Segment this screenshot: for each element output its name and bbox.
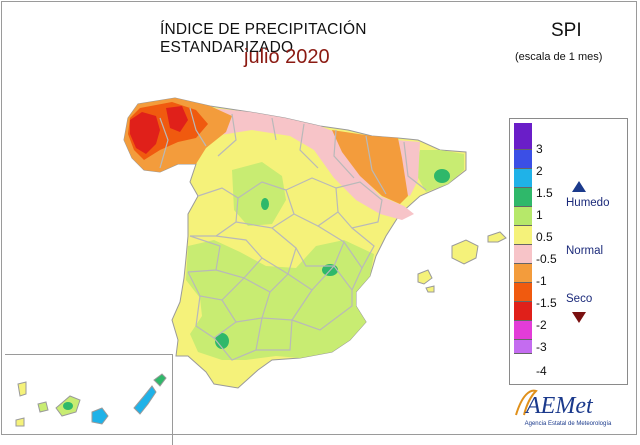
- legend-tick: -1: [536, 274, 547, 288]
- wet-spot-castilla: [261, 198, 269, 210]
- legend-swatch: [514, 150, 532, 169]
- zone-moderately-dry-band: [176, 108, 414, 220]
- canary-inset-frame: [5, 354, 173, 445]
- legend-tick: 3: [536, 142, 543, 156]
- island-formentera: [425, 285, 435, 293]
- aemet-logo-mark: AEMet: [515, 389, 594, 419]
- legend-color-bar: [514, 123, 532, 354]
- map-title: ÍNDICE DE PRECIPITACIÓN ESTANDARIZADO: [160, 21, 367, 56]
- legend-swatch: [514, 245, 532, 264]
- wet-arrow-icon: [572, 181, 586, 192]
- wet-spot-catalonia: [434, 169, 450, 183]
- zone-very-dry-galicia-west: [130, 112, 160, 154]
- island-la-palma: [17, 381, 27, 397]
- legend-tick: 0.5: [536, 230, 553, 244]
- zone-dry-ebro: [332, 130, 408, 204]
- legend-tick: 1.5: [536, 186, 553, 200]
- wet-spot-andalucia: [215, 333, 229, 349]
- legend-class-normal: Normal: [566, 245, 604, 257]
- island-mallorca: [451, 239, 479, 265]
- wet-spot-tenerife: [63, 402, 73, 410]
- legend-swatch: [514, 340, 532, 354]
- dry-arrow-icon: [572, 312, 586, 323]
- canary-islands: [15, 373, 167, 427]
- island-fuerteventura: [133, 385, 157, 415]
- legend-swatch: [514, 207, 532, 226]
- aemet-logo-text: AEMet: [524, 393, 594, 419]
- island-lanzarote: [153, 373, 167, 387]
- figure-frame: [1, 1, 637, 435]
- island-gran-canaria: [91, 407, 109, 425]
- legend-swatch: [514, 123, 532, 150]
- legend-tick: -2: [536, 318, 547, 332]
- legend-tick: -3: [536, 340, 547, 354]
- map-period: julio 2020: [244, 46, 330, 68]
- legend-tick: 2: [536, 164, 543, 178]
- scale-note: (escala de 1 mes): [515, 51, 603, 63]
- legend-swatch: [514, 226, 532, 245]
- island-la-gomera: [37, 401, 49, 413]
- zone-very-dry-galicia-north: [166, 106, 188, 132]
- zone-slightly-wet-centre: [232, 162, 286, 226]
- island-el-hierro: [15, 417, 25, 427]
- island-menorca: [487, 231, 507, 243]
- legend-swatch: [514, 264, 532, 283]
- legend-swatch: [514, 169, 532, 188]
- legend-tick: 1: [536, 208, 543, 222]
- legend-swatch: [514, 283, 532, 302]
- legend-swatch: [514, 188, 532, 207]
- legend: 3 2 1.5 1 0.5 -0.5 -1 -1.5 -2 -3 -4 Hume…: [509, 118, 628, 385]
- index-name: SPI: [551, 20, 582, 41]
- legend-class-dry: Seco: [566, 293, 593, 305]
- legend-tick: -0.5: [536, 252, 557, 266]
- island-ibiza: [417, 269, 433, 285]
- legend-tick: -1.5: [536, 296, 557, 310]
- legend-swatch: [514, 302, 532, 321]
- legend-tick: -4: [536, 364, 547, 378]
- legend-class-wet: Humedo: [566, 197, 610, 209]
- legend-swatch: [514, 321, 532, 340]
- aemet-logo: AEMet Agencia Estatal de Meteorología: [512, 385, 632, 431]
- aemet-logo-caption: Agencia Estatal de Meteorología: [524, 421, 612, 427]
- province-boundaries: [159, 107, 427, 361]
